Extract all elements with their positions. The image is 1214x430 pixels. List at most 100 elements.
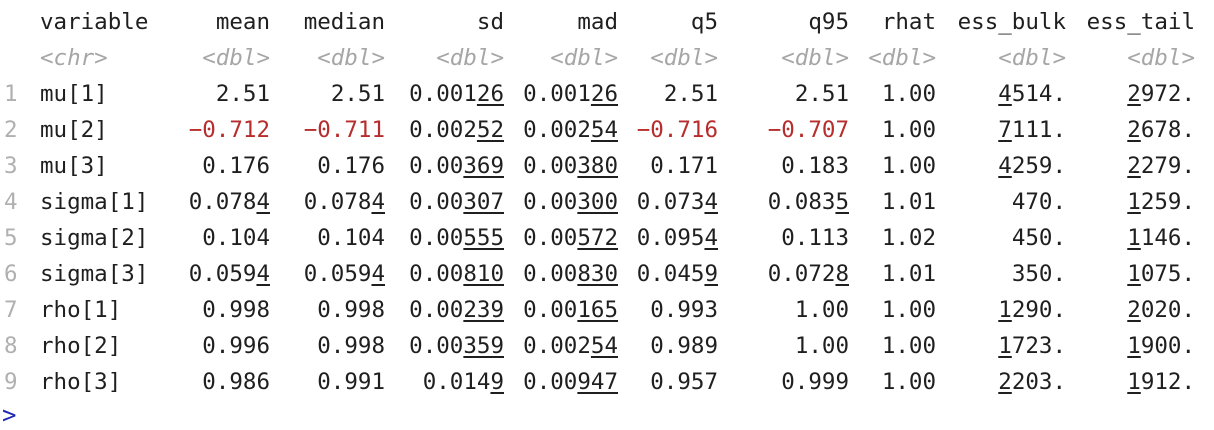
cell-rhat: 1.00 [881,297,936,323]
cell-variable: sigma[2] [40,225,149,251]
row-number: 6 [4,261,18,287]
cell-median: 0.991 [317,369,385,395]
row-number: 2 [4,117,18,143]
cell-ess-bulk: 1723. [998,333,1066,359]
tibble-type-row: <chr> <dbl> <dbl> <dbl> <dbl> <dbl> <dbl> <dbl>… [0,40,1214,76]
table-row: 5 sigma[2] 0.104 0.104 0.00555 0.00572 0.0954 0… [0,220,1214,256]
column-header-rhat: rhat [881,9,936,35]
cell-mad: 0.00572 [523,225,618,251]
cell-variable: sigma[1] [40,189,149,215]
cell-q5: 0.0459 [636,261,718,287]
cell-rhat: 1.00 [881,153,936,179]
cell-ess-tail: 2020. [1127,297,1195,323]
column-type-sd: <dbl> [436,45,504,71]
column-type-mean: <dbl> [202,45,270,71]
cell-median: 0.176 [317,153,385,179]
cell-median: −0.711 [303,117,385,143]
row-number: 1 [4,81,18,107]
cell-sd: 0.00252 [409,117,504,143]
table-row: 6 sigma[3] 0.0594 0.0594 0.00810 0.00830 0.045… [0,256,1214,292]
column-type-ess-bulk: <dbl> [998,45,1066,71]
cell-mad: 0.00254 [523,333,618,359]
cell-median: 0.0594 [303,261,385,287]
cell-q95: 0.113 [781,225,849,251]
row-number: 5 [4,225,18,251]
column-header-variable: variable [40,9,149,35]
table-row: 8 rho[2] 0.996 0.998 0.00359 0.00254 0.989 1.00… [0,328,1214,364]
cell-median: 0.104 [317,225,385,251]
column-type-median: <dbl> [317,45,385,71]
column-type-q95: <dbl> [781,45,849,71]
cell-ess-bulk: 350. [1011,261,1066,287]
cell-variable: mu[3] [40,153,108,179]
cell-mad: 0.00300 [523,189,618,215]
cell-q5: 0.989 [650,333,718,359]
column-type-mad: <dbl> [550,45,618,71]
cell-variable: sigma[3] [40,261,149,287]
cell-q95: 0.183 [781,153,849,179]
row-number: 3 [4,153,18,179]
cell-ess-tail: 1259. [1127,189,1195,215]
cell-sd: 0.0149 [422,369,504,395]
cell-mean: 2.51 [215,81,270,107]
row-number: 7 [4,297,18,323]
cell-ess-bulk: 2203. [998,369,1066,395]
cell-mad: 0.00126 [523,81,618,107]
cell-sd: 0.00369 [409,153,504,179]
cell-q5: −0.716 [636,117,718,143]
cell-q95: 2.51 [794,81,849,107]
cell-median: 0.998 [317,297,385,323]
cell-q5: 0.171 [650,153,718,179]
cell-variable: mu[2] [40,117,108,143]
row-number: 9 [4,369,18,395]
column-type-q5: <dbl> [650,45,718,71]
column-header-median: median [303,9,385,35]
cell-median: 0.998 [317,333,385,359]
cell-mean: 0.998 [202,297,270,323]
column-header-mad: mad [577,9,618,35]
cell-rhat: 1.00 [881,117,936,143]
cell-q5: 0.0734 [636,189,718,215]
cell-q5: 0.993 [650,297,718,323]
cell-ess-tail: 1912. [1127,369,1195,395]
cell-sd: 0.00126 [409,81,504,107]
cell-ess-tail: 1900. [1127,333,1195,359]
row-number: 8 [4,333,18,359]
cell-q95: 0.0728 [767,261,849,287]
cell-ess-tail: 2279. [1127,153,1195,179]
cell-q5: 2.51 [663,81,718,107]
console-prompt[interactable]: > [2,401,17,429]
cell-mad: 0.00380 [523,153,618,179]
cell-ess-bulk: 450. [1011,225,1066,251]
cell-sd: 0.00810 [409,261,504,287]
table-row: 9 rho[3] 0.986 0.991 0.0149 0.00947 0.957 0.999… [0,364,1214,400]
cell-rhat: 1.01 [881,261,936,287]
cell-sd: 0.00359 [409,333,504,359]
column-header-q95: q95 [808,9,849,35]
cell-q95: 0.0835 [767,189,849,215]
cell-rhat: 1.01 [881,189,936,215]
cell-mad: 0.00254 [523,117,618,143]
cell-ess-tail: 1075. [1127,261,1195,287]
cell-ess-tail: 2972. [1127,81,1195,107]
table-row: 1 mu[1] 2.51 2.51 0.00126 0.00126 2.51 2.51 1.00… [0,76,1214,112]
cell-median: 0.0784 [303,189,385,215]
column-header-ess-tail: ess_tail [1086,9,1195,35]
column-header-q5: q5 [690,9,718,35]
row-number: 4 [4,189,18,215]
cell-ess-tail: 1146. [1127,225,1195,251]
cell-mean: 0.104 [202,225,270,251]
cell-ess-bulk: 7111. [998,117,1066,143]
cell-ess-bulk: 4259. [998,153,1066,179]
cell-q95: 0.999 [781,369,849,395]
table-row: 2 mu[2] −0.712 −0.711 0.00252 0.00254 −0.716 −0… [0,112,1214,148]
cell-ess-bulk: 4514. [998,81,1066,107]
cell-mean: −0.712 [188,117,270,143]
column-header-sd: sd [476,9,504,35]
cell-mean: 0.176 [202,153,270,179]
cell-variable: rho[1] [40,297,122,323]
cell-sd: 0.00307 [409,189,504,215]
cell-q95: −0.707 [767,117,849,143]
cell-mad: 0.00165 [523,297,618,323]
